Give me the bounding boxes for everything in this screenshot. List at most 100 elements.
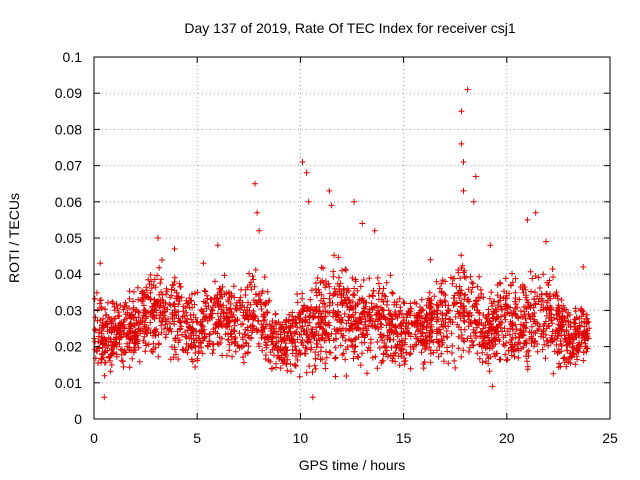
data-point [403,349,410,356]
data-point [362,303,369,310]
data-point [445,323,452,330]
data-point [326,349,333,356]
data-point [531,310,538,316]
data-point [460,347,467,354]
data-point [460,309,467,316]
data-point [583,320,590,327]
data-points [91,86,593,401]
data-point [394,341,401,348]
data-point [126,288,133,295]
data-point [547,295,554,302]
data-point [201,326,208,333]
data-point [305,322,311,329]
data-point [346,336,352,343]
data-point [438,337,445,344]
data-point [572,361,579,368]
data-point [148,348,155,354]
data-point [584,333,591,339]
data-point [489,383,496,390]
data-point [102,312,109,319]
data-point [143,313,150,320]
data-point [556,313,563,320]
data-point [322,360,329,367]
data-point [271,352,277,359]
data-point [299,159,306,165]
data-point [342,266,349,273]
data-point [375,307,382,314]
data-point [380,307,387,314]
data-point [458,287,465,294]
data-point [455,290,462,297]
data-point [204,342,211,349]
data-point [330,309,337,316]
data-point [521,312,528,318]
data-point [461,296,468,303]
data-point [107,338,114,345]
data-point [418,349,425,356]
data-point [492,334,499,341]
data-point [263,321,270,328]
data-point [298,339,305,346]
data-point [272,310,279,317]
data-point [109,328,115,335]
data-point [325,280,332,287]
data-point [538,330,545,337]
data-point [163,285,170,292]
data-point [322,330,329,336]
data-point [543,238,549,245]
data-point [366,293,373,300]
data-point [560,355,567,362]
data-point [173,295,180,302]
data-point [349,298,356,305]
data-point [124,331,131,338]
data-point [117,346,124,353]
data-point [494,292,501,299]
data-point [320,265,327,272]
data-point [249,322,256,329]
data-point [262,356,269,362]
data-point [200,337,207,344]
data-point [370,287,377,294]
data-point [464,86,471,93]
data-point [486,368,493,375]
data-point [452,313,459,320]
data-point [239,343,246,350]
data-point [105,334,112,341]
data-point [343,267,350,273]
data-point [544,291,550,298]
data-point [262,300,269,307]
data-point [467,333,474,340]
data-point [308,287,315,294]
data-point [250,315,257,322]
data-point [416,309,423,316]
data-point [149,308,155,315]
data-point [407,350,414,357]
data-point [396,345,403,352]
data-point [192,350,199,356]
data-point [101,336,108,343]
data-point [269,338,276,345]
data-point [460,187,467,194]
data-point [387,272,394,279]
data-point [111,325,118,332]
data-point [170,354,177,361]
data-point [208,306,215,313]
data-point [277,346,284,353]
data-point [374,323,381,330]
data-point [424,319,431,326]
data-point [487,354,494,360]
data-point [273,343,280,350]
data-point [549,320,556,327]
data-point [528,288,534,295]
data-point [204,318,211,324]
data-point [200,310,207,317]
data-point [514,341,520,348]
data-point [352,335,359,342]
data-point [465,286,472,293]
data-point [457,315,464,322]
data-point [475,294,482,301]
data-point [570,319,577,326]
data-point [574,347,581,354]
data-point [496,321,503,328]
